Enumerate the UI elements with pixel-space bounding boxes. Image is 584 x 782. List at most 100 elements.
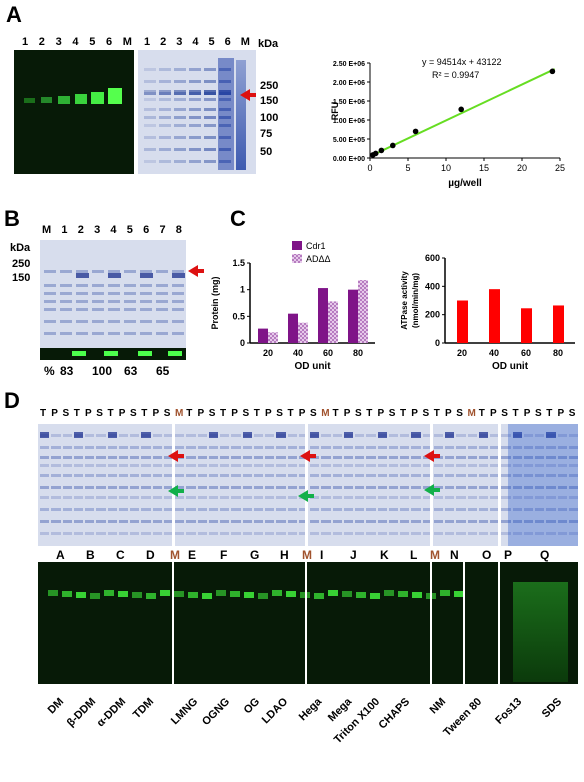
- gel-band: [400, 496, 410, 499]
- gel-band: [445, 508, 455, 511]
- gel-band: [433, 486, 443, 489]
- gel-band: [242, 508, 252, 511]
- y-tick-label: 1.00 E+06: [333, 118, 365, 125]
- gel-band: [73, 474, 83, 477]
- gel-band: [535, 434, 545, 437]
- gel-band: [152, 486, 162, 489]
- gel-band: [310, 496, 320, 499]
- gel-divider: [172, 424, 175, 546]
- gel-band: [76, 300, 88, 303]
- lane-label: T: [512, 408, 519, 419]
- gel-band: [355, 456, 365, 459]
- gel-band: [118, 464, 128, 467]
- gel-band: [253, 496, 263, 499]
- gel-band: [253, 508, 263, 511]
- gel-band: [366, 508, 376, 511]
- kda-marker: 100: [260, 112, 279, 124]
- gel-band: [220, 464, 230, 467]
- gel-band: [141, 508, 151, 511]
- gel-band: [287, 496, 297, 499]
- gel-band: [253, 456, 263, 459]
- gel-band: [124, 320, 136, 323]
- gel-band: [220, 434, 230, 437]
- gel-band: [332, 474, 342, 477]
- gel-band: [76, 308, 88, 311]
- gel-band: [523, 464, 533, 467]
- gel-band: [118, 456, 128, 459]
- gel-band: [118, 446, 128, 449]
- gel-band: [332, 434, 342, 437]
- panel-a-fluorescence-gel: [14, 50, 134, 174]
- red-arrow: [168, 450, 184, 462]
- data-point: [390, 142, 396, 149]
- gel-band: [433, 434, 443, 437]
- gel-band: [535, 486, 545, 489]
- gel-band: [501, 446, 511, 449]
- sample-letter: F: [220, 548, 228, 562]
- fluor-band: [454, 591, 464, 597]
- gel-band: [276, 464, 286, 467]
- data-point: [372, 150, 379, 157]
- green-arrow: [168, 485, 184, 497]
- gel-band: [140, 292, 152, 295]
- gel-band: [124, 284, 136, 287]
- gel-band: [445, 456, 455, 459]
- gel-band: [152, 496, 162, 499]
- data-point: [549, 68, 556, 75]
- green-arrow: [424, 484, 440, 496]
- panel-a-red-arrow: [240, 89, 256, 101]
- lane-label: 4: [72, 36, 79, 48]
- gel-band: [242, 464, 252, 467]
- gel-band: [523, 508, 533, 511]
- bar-atpase: [521, 308, 532, 343]
- lane-label: P: [265, 408, 272, 419]
- lane-label: S: [130, 408, 137, 419]
- gel-band: [321, 496, 331, 499]
- gel-band: [557, 486, 567, 489]
- x-tick-label: 60: [521, 348, 531, 358]
- lane-label: S: [96, 408, 103, 419]
- gel-band: [204, 160, 216, 163]
- gel-band: [512, 486, 522, 489]
- gel-band: [321, 520, 331, 523]
- gel-band: [208, 508, 218, 511]
- gel-band: [152, 508, 162, 511]
- gel-band: [332, 486, 342, 489]
- gel-band: [242, 496, 252, 499]
- gel-band: [141, 456, 151, 459]
- gel-band: [172, 270, 184, 273]
- gel-band: [108, 332, 120, 335]
- gel-band: [85, 446, 95, 449]
- gel-band: [141, 496, 151, 499]
- gel-band: [557, 434, 567, 437]
- gel-band: [108, 284, 120, 287]
- lane-label: 8: [175, 224, 182, 236]
- gel-band: [456, 520, 466, 523]
- gel-band: [433, 496, 443, 499]
- gel-band: [276, 486, 286, 489]
- gel-band: [388, 474, 398, 477]
- lane-label: T: [253, 408, 260, 419]
- gel-band: [400, 464, 410, 467]
- kda-marker: 75: [260, 128, 273, 140]
- x-tick-label: 25: [555, 163, 565, 173]
- lane-label: T: [141, 408, 148, 419]
- gel-band: [108, 270, 120, 273]
- gel-band: [478, 446, 488, 449]
- gel-band: [422, 434, 432, 437]
- lane-label: 2: [160, 36, 167, 48]
- gel-band: [163, 474, 173, 477]
- gel-band: [298, 508, 308, 511]
- panel-b-red-arrow: [188, 265, 204, 277]
- gel-band: [253, 486, 263, 489]
- gel-band: [172, 284, 184, 287]
- gel-band: [175, 508, 185, 511]
- x-tick-label: 40: [293, 348, 303, 358]
- gel-band: [253, 532, 263, 535]
- gel-band: [355, 508, 365, 511]
- gel-band: [208, 456, 218, 459]
- gel-band: [107, 532, 117, 535]
- lane-label: P: [197, 408, 205, 419]
- y-tick-label: 0.5: [232, 311, 245, 321]
- gel-band: [159, 108, 171, 111]
